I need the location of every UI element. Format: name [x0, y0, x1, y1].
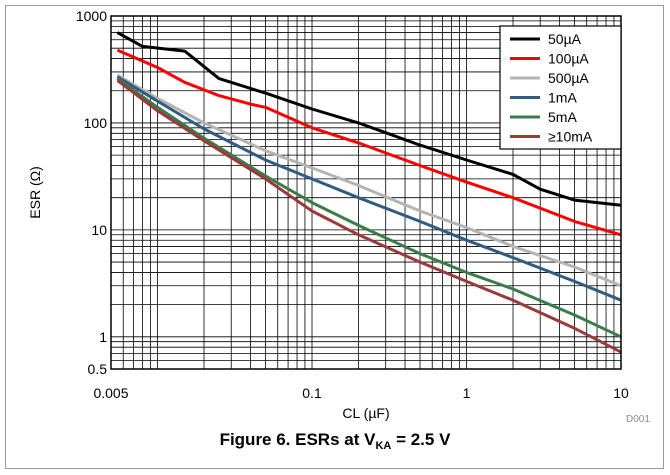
caption-subscript: KA	[375, 440, 392, 452]
series-line-0	[116, 31, 622, 207]
x-tick-label: 0.005	[93, 385, 128, 401]
series-line-5	[116, 79, 622, 354]
series-line-2	[116, 73, 622, 288]
y-axis-label: ESR (Ω)	[27, 166, 43, 218]
legend: 50µA 100µA 500µA 1mA 5mA ≥10mA	[499, 25, 622, 150]
caption-prefix: Figure 6. ESRs at V	[219, 430, 376, 449]
y-tick-label: 1000	[76, 8, 107, 24]
legend-label-2: 500µA	[548, 70, 589, 86]
esr-chart: 0.005 0.1 1 10 0.5 1 10 100 1000 CL (µF) ESR (Ω) 50…	[27, 8, 629, 421]
y-tick-label: 10	[91, 222, 107, 238]
x-tick-label: 10	[613, 385, 629, 401]
legend-label-0: 50µA	[548, 31, 582, 47]
y-tick-label: 1	[99, 329, 107, 345]
y-tick-label: 100	[84, 115, 108, 131]
plot-border	[110, 15, 622, 370]
legend-box	[499, 25, 622, 150]
x-tick-label: 0.1	[302, 385, 322, 401]
legend-label-5: ≥10mA	[548, 129, 593, 145]
legend-label-1: 100µA	[548, 51, 589, 67]
legend-label-4: 5mA	[548, 109, 577, 125]
series-line-4	[116, 77, 622, 339]
x-axis-label: CL (µF)	[342, 405, 389, 421]
figure-code: D001	[626, 414, 650, 425]
series-line-1	[116, 48, 622, 237]
x-tick-label: 1	[463, 385, 471, 401]
y-tick-label: 0.5	[88, 361, 108, 377]
figure-caption: Figure 6. ESRs at VKA = 2.5 V	[0, 430, 670, 452]
caption-suffix: = 2.5 V	[391, 430, 451, 449]
series-line-3	[116, 75, 622, 302]
legend-label-3: 1mA	[548, 90, 577, 106]
